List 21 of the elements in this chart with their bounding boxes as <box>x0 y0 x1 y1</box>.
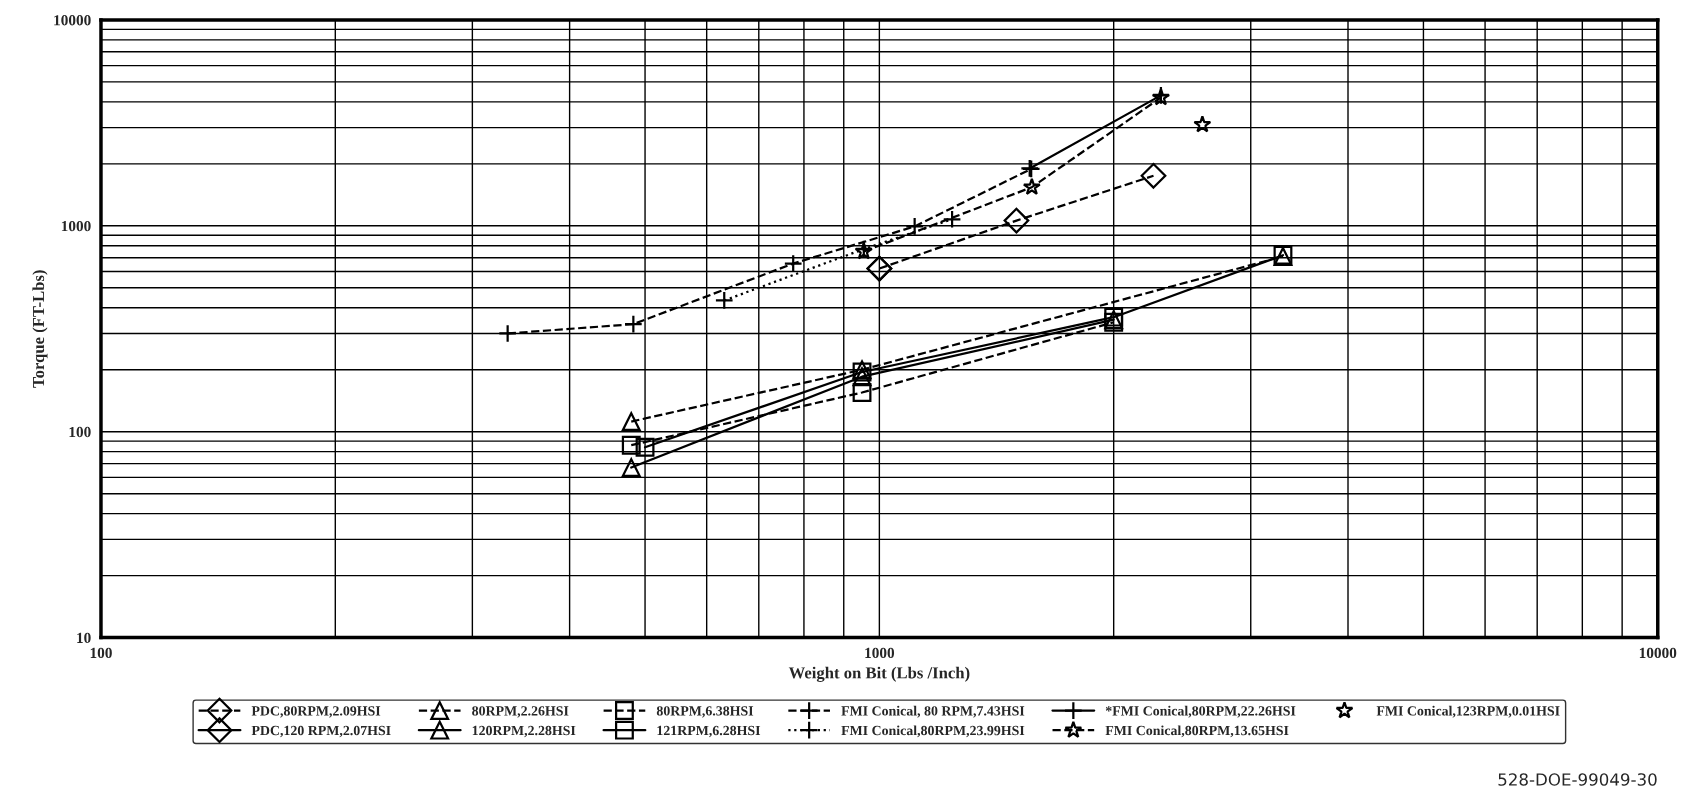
x-tick-label: 100 <box>90 647 112 659</box>
legend-label: 80RPM,2.26HSI <box>472 706 569 718</box>
legend-label: FMI Conical,80RPM,23.99HSI <box>841 725 1025 738</box>
y-tick-label: 10 <box>77 632 91 644</box>
legend-label: *FMI Conical,80RPM,22.26HSI <box>1105 705 1296 718</box>
y-tick-label: 100 <box>69 426 91 438</box>
legend-label: PDC,80RPM,2.09HSI <box>251 706 381 718</box>
y-tick-label: 1000 <box>61 220 91 232</box>
legend-label: FMI Conical, 80 RPM,7.43HSI <box>841 705 1025 718</box>
y-tick-label: 10000 <box>54 15 91 26</box>
legend-label: PDC,120 RPM,2.07HSI <box>251 725 391 738</box>
x-tick-label: 10000 <box>1639 647 1677 659</box>
x-tick-label: 1000 <box>865 647 895 659</box>
legend-label: 120RPM,2.28HSI <box>472 725 576 738</box>
text: 528-DOE-99049-30 <box>1498 773 1657 786</box>
legend-label: 121RPM,6.28HSI <box>657 725 761 738</box>
legend-label: FMI Conical,123RPM,0.01HSI <box>1376 705 1560 718</box>
legend-label: 80RPM,6.38HSI <box>656 706 754 718</box>
x-axis-title: Weight on Bit (Lbs /Inch) <box>788 666 970 682</box>
y-axis-title: Torque (FT-Lbs) <box>32 270 48 388</box>
legend-label: FMI Conical,80RPM,13.65HSI <box>1105 725 1289 738</box>
